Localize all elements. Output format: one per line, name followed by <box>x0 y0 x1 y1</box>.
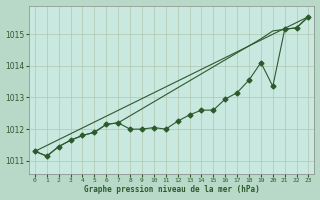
X-axis label: Graphe pression niveau de la mer (hPa): Graphe pression niveau de la mer (hPa) <box>84 185 260 194</box>
